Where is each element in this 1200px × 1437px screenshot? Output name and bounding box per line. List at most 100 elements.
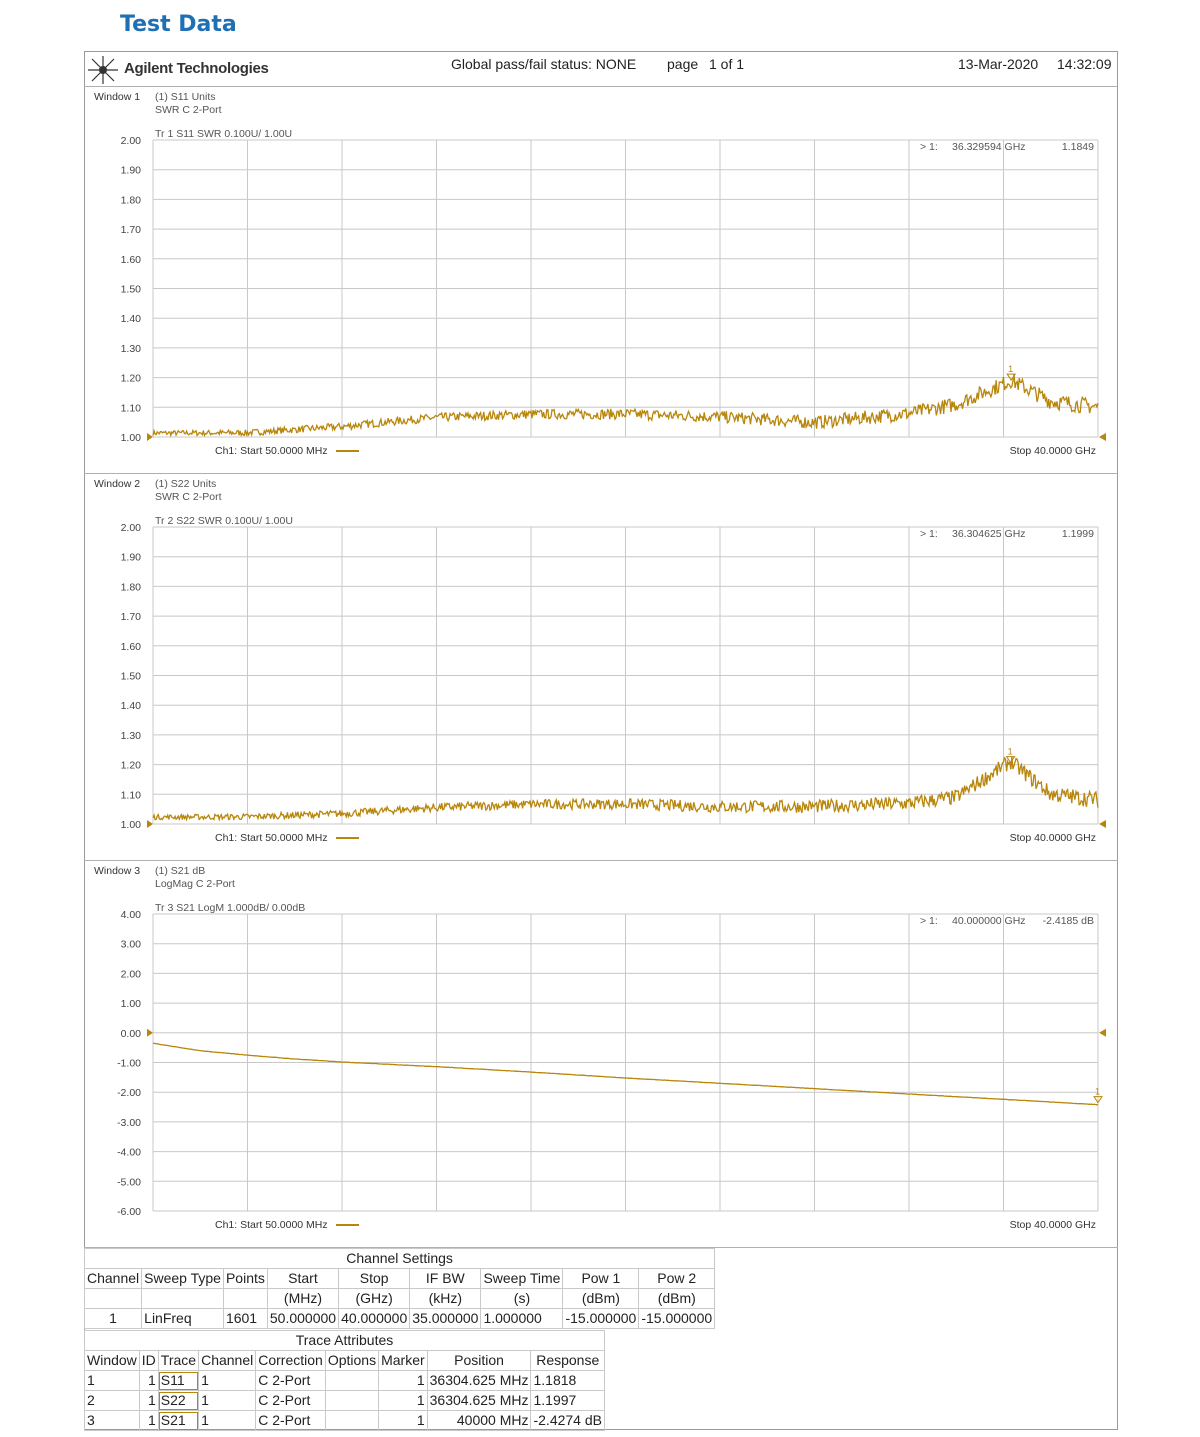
y-tick-label: 1.80 [121,581,142,593]
y-tick-label: 1.60 [121,641,142,653]
marker-readout-frequency: 36.329594 GHz [952,141,1026,153]
reference-arrow-left [147,820,153,828]
y-tick-label: 1.50 [121,671,142,683]
column-header-unit: (dBm) [638,1288,716,1309]
y-tick-label: 1.00 [121,819,142,831]
table-cell: 1 [198,1370,257,1391]
marker-triangle [1093,1096,1103,1104]
window-divider [84,1247,1118,1248]
sweep-stop-label: Stop 40.0000 GHz [1010,832,1096,844]
column-header-unit [222,1288,268,1309]
measurement-label: (1) S22 Units [155,478,216,490]
column-header-unit: (GHz) [338,1288,411,1309]
y-tick-label: -1.00 [117,1058,141,1070]
table-cell: S11 [157,1370,200,1391]
marker-readout-frequency: 36.304625 GHz [952,528,1026,540]
trace-attributes-table: Trace Attributes Window ID Trace Channel Cor… [84,1330,605,1431]
marker-readout-arrow: > 1: [920,915,938,927]
column-header: Pow 1 [562,1268,640,1289]
y-tick-label: 1.40 [121,313,142,325]
reference-arrow-left [147,433,153,441]
calibration-label: LogMag C 2-Port [155,878,235,890]
table-cell: 36304.625 MHz [426,1390,532,1411]
y-tick-label: 0.00 [121,1028,142,1040]
marker-readout-arrow: > 1: [920,141,938,153]
pass-fail-status: Global pass/fail status: NONE [451,56,637,72]
page-number: 1 of 1 [709,56,745,72]
table-cell: 1 [378,1370,428,1391]
column-header: Channel [83,1268,143,1289]
brand-name: Agilent Technologies [124,60,269,77]
column-header-unit: (kHz) [409,1288,482,1309]
sweep-start-label: Ch1: Start 50.0000 MHz [215,445,328,457]
y-tick-label: 2.00 [121,968,142,980]
sweep-start-label: Ch1: Start 50.0000 MHz [215,1219,328,1231]
table-cell: 36304.625 MHz [426,1370,532,1391]
table-cell: 1 [138,1370,159,1391]
table-cell: 3 [84,1410,140,1431]
table-cell: 35.000000 [409,1308,482,1329]
y-tick-label: 1.00 [121,998,142,1010]
table-cell: 1 [198,1410,257,1431]
y-tick-label: 1.90 [121,552,142,564]
y-tick-label: -2.00 [117,1087,141,1099]
table-row: 2 1 S22 1 C 2-Port 1 36304.625 MHz 1.1997 [84,1390,605,1411]
reference-arrow-right [1099,1028,1106,1037]
table-cell: 1 [198,1390,257,1411]
document-title: Test Data [120,12,237,37]
measurement-label: (1) S11 Units [155,91,216,103]
column-header: Start [266,1268,340,1289]
column-header: ID [138,1350,159,1371]
y-tick-label: 1.20 [121,373,142,385]
y-tick-label: 1.90 [121,165,142,177]
column-header: Trace [157,1350,200,1371]
column-header: Channel [198,1350,257,1371]
table-cell: 40.000000 [338,1308,411,1329]
calibration-label: SWR C 2-Port [155,104,222,116]
column-header-unit: (dBm) [562,1288,640,1309]
window-divider [84,860,1118,861]
y-tick-label: 1.80 [121,194,142,206]
trace-line-s21 [152,1042,1099,1106]
column-header: Pow 2 [638,1268,716,1289]
table-cell: 40000 MHz [426,1410,532,1431]
marker-readout-value: 1.1849 [1062,141,1094,153]
table-cell: 1 [83,1308,143,1329]
table-cell: 1 [138,1410,159,1431]
y-tick-label: 1.70 [121,224,142,236]
table-cell: 1 [84,1370,140,1391]
y-tick-label: 1.60 [121,254,142,266]
y-tick-label: 1.70 [121,611,142,623]
table-cell: 50.000000 [266,1308,340,1329]
table-cell: C 2-Port [255,1390,326,1411]
table-cell: 1601 [222,1308,268,1329]
y-tick-label: 1.50 [121,284,142,296]
channel-settings-title: Channel Settings [83,1248,716,1269]
column-header-unit: (MHz) [266,1288,340,1309]
channel-settings-table: Channel Settings Channel Sweep Type Points… [83,1248,716,1329]
column-header: Stop [338,1268,411,1289]
y-tick-label: -4.00 [117,1147,141,1159]
table-cell: 1 [378,1410,428,1431]
marker-triangle [1006,373,1017,381]
measurement-label: (1) S21 dB [155,865,205,877]
column-header: Correction [255,1350,326,1371]
marker-tag: 1 [1008,747,1013,757]
table-cell: S22 [157,1390,200,1411]
table-row: 1 1 S11 1 C 2-Port 1 36304.625 MHz 1.1818 [84,1370,605,1391]
y-tick-label: 2.00 [121,135,142,147]
y-tick-label: 1.10 [121,789,142,801]
table-cell [324,1370,380,1391]
trace-line-s11 [152,374,1099,438]
y-tick-label: -5.00 [117,1176,141,1188]
table-cell: -2.4274 dB [530,1410,605,1431]
table-cell: C 2-Port [255,1370,326,1391]
y-tick-label: 1.10 [121,402,142,414]
y-tick-label: 1.00 [121,432,142,444]
column-header: Position [426,1350,532,1371]
marker-readout-arrow: > 1: [920,528,938,540]
y-tick-label: 4.00 [121,909,142,921]
y-tick-label: 1.30 [121,730,142,742]
column-header: Sweep Type [141,1268,224,1289]
marker-readout-frequency: 40.000000 GHz [952,915,1026,927]
